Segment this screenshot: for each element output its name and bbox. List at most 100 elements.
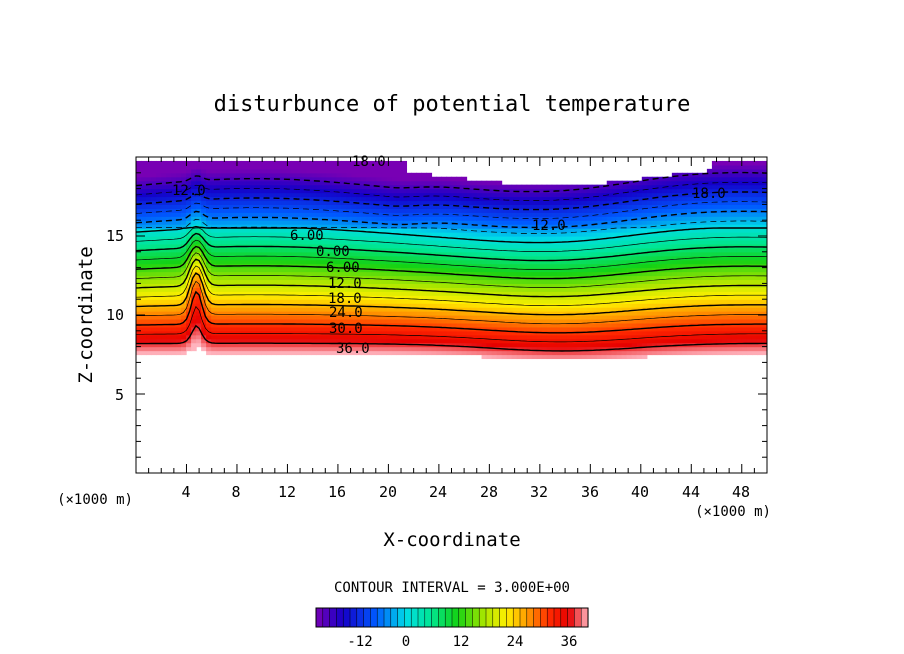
field-cell: [381, 251, 387, 257]
field-cell: [426, 204, 433, 209]
field-cell: [541, 322, 548, 328]
field-cell: [436, 334, 443, 340]
field-cell: [601, 279, 608, 284]
field-cell: [411, 255, 418, 261]
field-cell: [326, 180, 332, 186]
field-cell: [621, 354, 628, 360]
field-cell: [566, 200, 573, 205]
field-cell: [426, 275, 433, 281]
field-cell: [591, 346, 598, 352]
field-cell: [211, 224, 217, 229]
field-cell: [281, 307, 287, 312]
field-cell: [486, 350, 493, 356]
field-cell: [391, 350, 398, 356]
field-cell: [216, 212, 222, 217]
field-cell: [146, 160, 152, 166]
field-cell: [636, 283, 643, 288]
field-cell: [271, 172, 277, 178]
field-cell: [226, 350, 232, 356]
field-cell: [186, 164, 192, 170]
field-cell: [206, 275, 212, 281]
field-cell: [336, 259, 342, 265]
field-cell: [256, 315, 262, 320]
field-cell: [516, 204, 523, 209]
field-cell: [171, 307, 177, 312]
field-cell: [416, 326, 423, 332]
field-cell: [191, 307, 197, 312]
field-cell: [186, 212, 192, 217]
field-cell: [256, 160, 262, 166]
field-cell: [501, 236, 508, 241]
field-cell: [296, 184, 302, 190]
field-cell: [271, 180, 277, 186]
field-cell: [421, 180, 428, 186]
field-cell: [516, 271, 523, 277]
field-cell: [296, 259, 302, 265]
field-cell: [421, 326, 428, 332]
field-cell: [256, 168, 262, 174]
field-cell: [636, 251, 643, 257]
field-cell: [416, 239, 423, 245]
field-cell: [626, 236, 633, 241]
field-cell: [301, 164, 307, 170]
field-cell: [161, 239, 167, 245]
field-cell: [496, 271, 503, 277]
field-cell: [606, 196, 613, 202]
field-cell: [166, 220, 172, 225]
field-cell: [511, 291, 518, 296]
field-cell: [226, 311, 232, 316]
field-cell: [401, 180, 408, 186]
field-cell: [146, 188, 152, 194]
field-cell: [331, 346, 337, 352]
field-cell: [271, 315, 277, 320]
field-cell: [436, 255, 443, 261]
field-cell: [241, 204, 247, 209]
field-cell: [661, 287, 668, 292]
field-cell: [556, 299, 563, 304]
field-cell: [411, 326, 418, 332]
field-cell: [571, 287, 578, 292]
field-cell: [616, 236, 623, 241]
field-cell: [236, 326, 242, 332]
field-cell: [646, 322, 653, 328]
field-cell: [606, 200, 613, 205]
field-cell: [506, 295, 513, 300]
field-cell: [666, 303, 673, 308]
field-cell: [606, 232, 613, 237]
field-cell: [301, 338, 307, 344]
field-cell: [276, 224, 282, 229]
field-cell: [491, 338, 498, 344]
field-cell: [286, 318, 292, 324]
field-cell: [576, 232, 583, 237]
field-cell: [261, 346, 267, 352]
field-cell: [136, 224, 142, 229]
field-cell: [301, 247, 307, 253]
field-cell: [206, 216, 212, 221]
field-cell: [331, 200, 337, 205]
field-cell: [541, 346, 548, 352]
field-cell: [436, 188, 443, 194]
field-cell: [206, 263, 212, 269]
field-cell: [371, 184, 377, 190]
field-cell: [266, 228, 272, 233]
field-cell: [616, 263, 623, 269]
field-cell: [351, 307, 357, 312]
field-cell: [231, 172, 237, 178]
field-cell: [216, 334, 222, 340]
field-cell: [321, 255, 327, 261]
field-cell: [526, 291, 533, 296]
field-cell: [211, 315, 217, 320]
field-cell: [556, 188, 563, 194]
field-cell: [636, 295, 643, 300]
field-cell: [276, 322, 282, 328]
field-cell: [651, 322, 658, 328]
field-cell: [606, 212, 613, 217]
field-cell: [141, 346, 147, 352]
field-cell: [651, 236, 658, 241]
field-cell: [576, 334, 583, 340]
field-cell: [311, 172, 317, 178]
field-cell: [556, 228, 563, 233]
field-cell: [631, 255, 638, 261]
field-cell: [281, 291, 287, 296]
field-cell: [206, 346, 212, 352]
